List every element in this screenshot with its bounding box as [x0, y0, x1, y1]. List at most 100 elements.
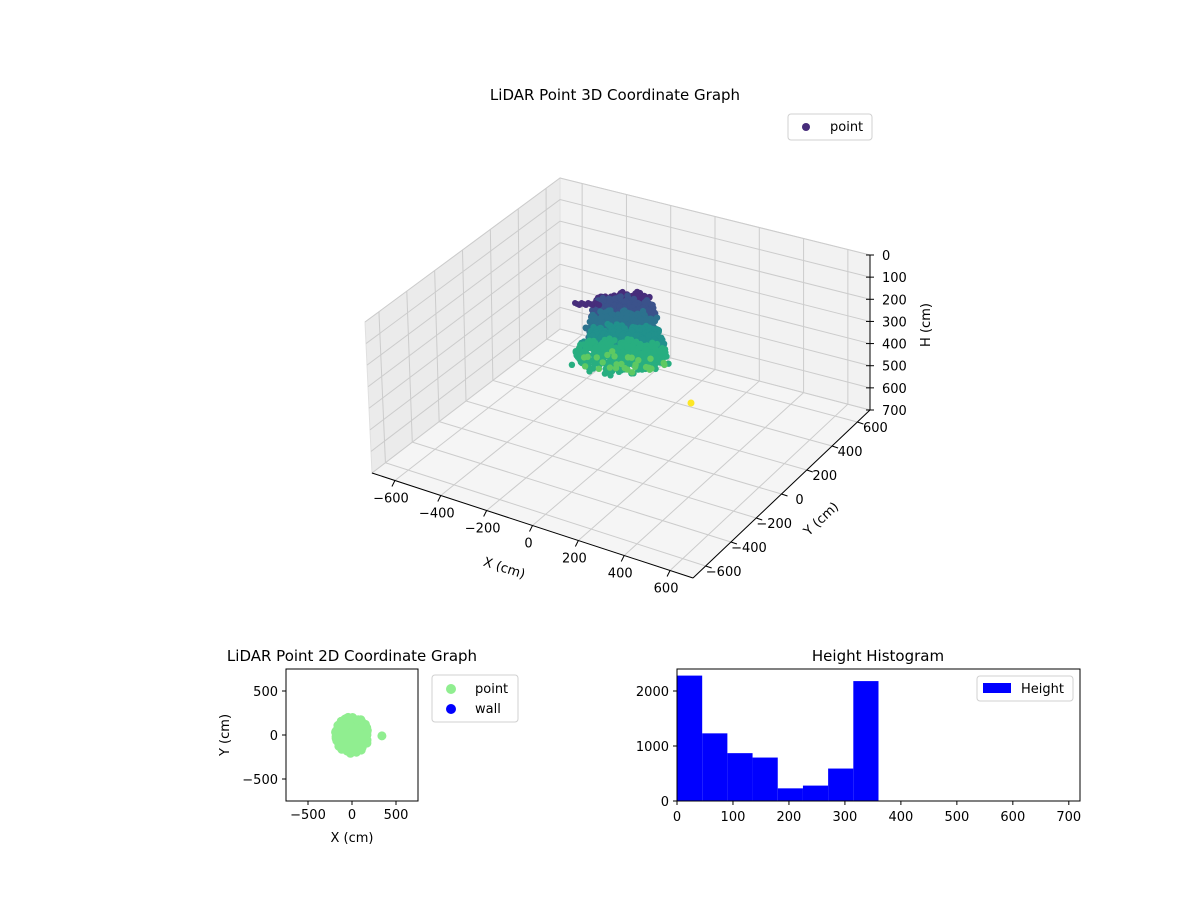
- point-3d: [568, 361, 576, 368]
- chart-histogram: Height Histogram 0 100 200 300 400 500 600 7000…: [636, 647, 1081, 825]
- point-3d: [604, 351, 611, 359]
- y-tick-label-histogram: 1000: [636, 740, 669, 755]
- legend-marker-point-2d: [446, 684, 456, 694]
- chart-3d-title: LiDAR Point 3D Coordinate Graph: [490, 86, 740, 104]
- z-tick-label-3d: 500: [882, 360, 907, 375]
- point-3d: [645, 364, 652, 371]
- point-3d: [596, 302, 603, 308]
- point-3d: [663, 353, 670, 360]
- grid-line-z: [365, 199, 871, 344]
- x-tick-3d: [437, 495, 442, 502]
- y-tick-3d: [730, 541, 738, 545]
- legend-label-point-2d: point: [475, 682, 508, 697]
- z-tick-label-3d: 0: [882, 249, 890, 264]
- y-tick-label-2d: 0: [270, 729, 278, 744]
- x-tick-label-histogram: 700: [1056, 810, 1081, 825]
- x-axis-label-2d: X (cm): [331, 831, 374, 846]
- point-3d: [611, 353, 618, 360]
- x-tick-3d: [620, 555, 625, 562]
- x-tick-3d: [574, 540, 579, 547]
- z-tick-label-3d: 400: [882, 338, 907, 353]
- x-tick-label-3d: 400: [608, 567, 633, 582]
- y-axis-label-2d: Y (cm): [218, 714, 233, 757]
- legend-marker-point: [802, 123, 810, 131]
- point-3d: [580, 354, 588, 361]
- point-3d: [639, 335, 646, 343]
- y-tick-3d: [781, 493, 788, 497]
- x-tick-label-2d: 0: [348, 808, 356, 823]
- legend-swatch-height: [983, 683, 1011, 693]
- z-tick-label-3d: 700: [882, 404, 907, 419]
- x-tick-label-histogram: 600: [1000, 810, 1025, 825]
- histogram-bar: [802, 785, 829, 801]
- x-tick-label-histogram: 0: [673, 810, 681, 825]
- x-tick-label-3d: 200: [562, 552, 587, 567]
- histogram-bar: [677, 675, 703, 801]
- y-tick-3d: [857, 421, 864, 425]
- scatter-point-2d: [362, 723, 372, 733]
- y-tick-label-3d: −200: [756, 517, 792, 532]
- point-3d: [624, 344, 631, 351]
- point-3d: [624, 354, 632, 361]
- point-3d: [661, 361, 668, 369]
- point-3d: [645, 332, 652, 339]
- histogram-bar: [777, 788, 803, 801]
- x-tick-label-histogram: 100: [721, 810, 746, 825]
- z-tick-label-3d: 600: [882, 382, 907, 397]
- x-tick-3d: [529, 525, 533, 532]
- point-3d: [607, 316, 614, 323]
- ticks-2d: −500 0 500 500 0 −500: [242, 685, 408, 823]
- y-tick-3d: [831, 445, 839, 449]
- legend-label-height: Height: [1021, 682, 1064, 697]
- y-tick-label-2d: −500: [242, 773, 278, 788]
- y-tick-label-3d: 0: [795, 493, 803, 508]
- grid-line-z: [367, 242, 871, 388]
- chart-2d: LiDAR Point 2D Coordinate Graph −500 0 500…: [218, 647, 519, 846]
- point-3d: [623, 315, 630, 322]
- y-tick-label-3d: 600: [863, 421, 888, 436]
- y-tick-3d: [756, 517, 763, 521]
- y-axis-label-3d: Y (cm): [800, 500, 842, 540]
- point-3d: [598, 313, 605, 321]
- y-tick-3d: [705, 565, 712, 569]
- x-tick-label-histogram: 300: [833, 810, 858, 825]
- histogram-bar: [853, 681, 879, 801]
- histogram-bar: [752, 757, 778, 801]
- point-3d: [658, 334, 665, 341]
- scatter-point-2d: [340, 715, 350, 725]
- histogram-bar: [727, 753, 753, 801]
- point-3d: [595, 365, 603, 372]
- point-3d: [619, 331, 626, 339]
- z-tick-label-3d: 100: [882, 271, 907, 286]
- point-3d: [609, 348, 616, 355]
- plot-area-histogram: [676, 668, 1081, 802]
- x-tick-label-histogram: 200: [777, 810, 802, 825]
- scatter-point-2d: [353, 715, 363, 725]
- x-tick-label-2d: 500: [384, 808, 409, 823]
- point-3d: [633, 332, 640, 339]
- point-3d: [606, 364, 614, 371]
- point-3d: [576, 350, 583, 357]
- point-3d: [601, 370, 609, 377]
- legend-marker-wall-2d: [446, 704, 456, 714]
- point-3d: [581, 363, 589, 370]
- point-3d: [611, 295, 618, 303]
- x-tick-label-3d: −600: [373, 492, 409, 507]
- grid-line-z: [366, 220, 871, 366]
- y-tick-3d: [806, 469, 813, 473]
- point-3d: [619, 348, 627, 356]
- y-tick-label-3d: −600: [706, 565, 742, 580]
- y-tick-label-3d: −400: [731, 541, 767, 556]
- point-3d: [643, 346, 650, 353]
- x-axis-label-3d: X (cm): [481, 555, 527, 583]
- scatter-point-2d: [354, 727, 364, 737]
- x-tick-3d: [666, 570, 671, 577]
- legend-3d: point: [787, 113, 873, 141]
- point-3d: [637, 350, 644, 357]
- z-tick-label-3d: 200: [882, 293, 907, 308]
- point-cloud-3d: [568, 288, 695, 407]
- x-tick-3d: [391, 480, 396, 487]
- ticks-3d: −600−400−20002004006006004002000−200−400…: [373, 249, 907, 597]
- x-tick-label-3d: −400: [419, 507, 455, 522]
- scatter-point-2d: [348, 735, 358, 745]
